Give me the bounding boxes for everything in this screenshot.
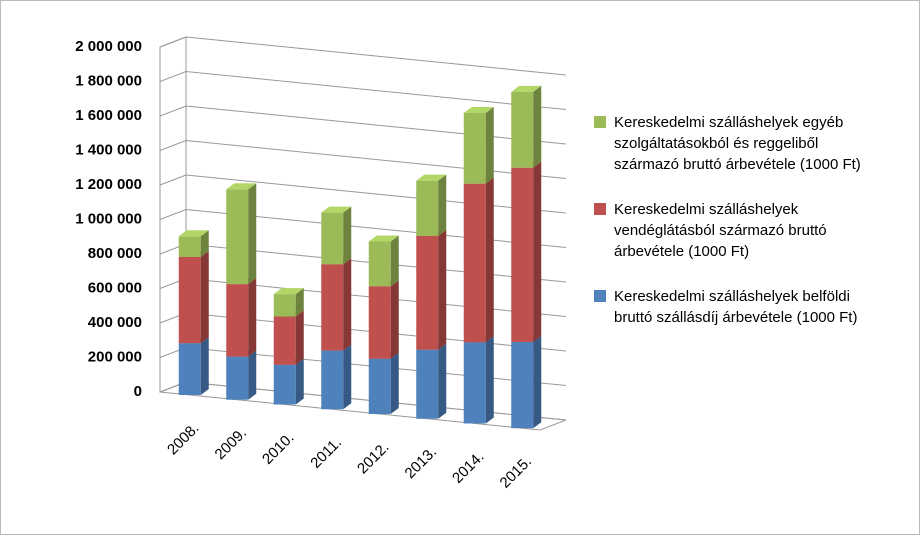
bar-segment: [416, 180, 439, 236]
x-tick-label: 2013.: [402, 444, 441, 483]
y-tick-label: 1 600 000: [75, 107, 142, 124]
grid-line: [159, 312, 567, 352]
bar-segment: [321, 350, 344, 410]
bar-segment: [511, 341, 534, 429]
y-tick-label: 1 200 000: [75, 176, 142, 193]
legend-item: Kereskedelmi szálláshelyek belföldi brut…: [594, 286, 894, 328]
bar-top: [273, 288, 304, 295]
bar-side: [438, 174, 447, 236]
bar-top: [178, 230, 209, 237]
x-tick-label: 2008.: [164, 420, 203, 459]
x-tick-label: 2015.: [497, 453, 536, 492]
bar-top: [416, 174, 447, 181]
bar-side: [533, 85, 542, 168]
bar-side: [485, 336, 494, 424]
bar-side: [533, 161, 542, 342]
bar-segment: [273, 316, 296, 365]
bar-segment: [321, 212, 344, 265]
grid-line: [159, 174, 567, 214]
bar-top: [321, 206, 352, 213]
bar-segment: [416, 235, 439, 350]
bar-segment: [226, 356, 249, 400]
bar-side: [390, 280, 399, 359]
bar-top: [368, 235, 399, 242]
bar-side: [200, 230, 209, 257]
y-tick-label: 2 000 000: [75, 38, 142, 55]
bar-side: [200, 337, 209, 395]
bar-side: [343, 344, 352, 410]
legend-label: Kereskedelmi szálláshelyek belföldi brut…: [614, 288, 858, 326]
bar-side: [533, 335, 542, 429]
grid-line: [159, 105, 567, 145]
grid-line: [159, 70, 567, 110]
y-tick-label: 200 000: [88, 348, 142, 365]
bar-side: [438, 229, 447, 350]
bar-segment: [463, 183, 486, 343]
bar-top: [463, 106, 494, 113]
bar-segment: [511, 167, 534, 342]
bar-side: [200, 250, 209, 344]
bar-segment: [273, 294, 296, 317]
legend-label: Kereskedelmi szálláshelyek vendéglátásbó…: [614, 201, 827, 260]
grid-line: [159, 243, 567, 283]
x-tick-label: 2012.: [354, 439, 393, 478]
y-tick-label: 800 000: [88, 245, 142, 262]
bar-top: [226, 183, 257, 190]
y-tick-label: 1 000 000: [75, 210, 142, 227]
grid-line: [159, 346, 567, 386]
bar-segment: [463, 112, 486, 184]
bar-side: [343, 258, 352, 351]
legend-swatch: [594, 203, 606, 215]
grid-line: [159, 208, 567, 248]
bar-segment: [178, 343, 201, 395]
bar-side: [248, 278, 257, 357]
bar-side: [295, 288, 304, 317]
y-tick-label: 400 000: [88, 314, 142, 331]
legend-swatch: [594, 116, 606, 128]
bar-side: [390, 235, 399, 287]
bar-segment: [178, 236, 201, 257]
legend-swatch: [594, 290, 606, 302]
bar-segment: [226, 189, 249, 285]
x-tick-label: 2014.: [449, 448, 488, 487]
legend-label: Kereskedelmi szálláshelyek egyéb szolgál…: [614, 114, 861, 173]
x-tick-label: 2009.: [212, 425, 251, 464]
bar-side: [438, 343, 447, 419]
legend: Kereskedelmi szálláshelyek egyéb szolgál…: [594, 112, 894, 352]
y-tick-label: 0: [134, 383, 142, 400]
bar-side: [485, 106, 494, 184]
bar-side: [343, 206, 352, 265]
grid-line: [159, 36, 567, 76]
bar-segment: [273, 364, 296, 405]
bar-segment: [321, 264, 344, 351]
x-tick-label: 2010.: [259, 429, 298, 468]
x-tick-label: 2011.: [307, 434, 345, 472]
grid-line: [159, 139, 567, 179]
grid-line: [159, 381, 567, 421]
grid-line: [159, 277, 567, 317]
bar-segment: [226, 284, 249, 357]
bar-segment: [511, 91, 534, 168]
bar-segment: [368, 241, 391, 287]
y-tick-label: 1 400 000: [75, 141, 142, 158]
y-tick-label: 1 800 000: [75, 72, 142, 89]
bar-segment: [368, 286, 391, 359]
legend-item: Kereskedelmi szálláshelyek vendéglátásbó…: [594, 199, 894, 262]
y-tick-label: 600 000: [88, 279, 142, 296]
bar-side: [248, 183, 257, 285]
floor: [159, 381, 567, 431]
bar-top: [511, 85, 542, 92]
bar-side: [248, 350, 257, 400]
legend-item: Kereskedelmi szálláshelyek egyéb szolgál…: [594, 112, 894, 175]
bar-segment: [416, 349, 439, 419]
bar-segment: [178, 256, 201, 344]
bar-segment: [463, 342, 486, 424]
bar-side: [295, 310, 304, 365]
bar-side: [295, 358, 304, 405]
bar-side: [485, 177, 494, 343]
bar-segment: [368, 358, 391, 414]
bar-side: [390, 352, 399, 414]
